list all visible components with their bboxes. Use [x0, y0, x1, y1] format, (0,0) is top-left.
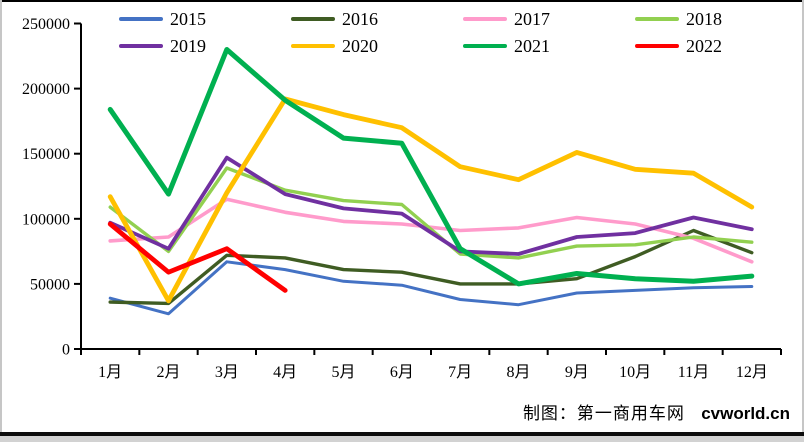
x-axis-month-label: 5月: [331, 364, 355, 381]
x-axis-month-label: 12月: [736, 364, 768, 381]
series-line-2021: [107, 47, 755, 287]
legend-label: 2020: [342, 35, 378, 56]
legend-item-2017: 2017: [463, 10, 635, 28]
top-border: [0, 0, 804, 2]
legend-swatch-icon: [635, 16, 679, 21]
y-axis-tick-label: 150000: [22, 146, 70, 163]
legend-label: 2021: [514, 35, 550, 56]
right-border: [802, 0, 804, 442]
legend-swatch-icon: [119, 43, 163, 48]
y-axis-tick-label: 250000: [22, 16, 70, 33]
x-axis-month-label: 9月: [565, 364, 589, 381]
y-axis-tick-label: 50000: [30, 276, 70, 293]
chart-legend: 2015 2016 2017 2018 2019 2020 2021 2022: [119, 5, 804, 59]
bottom-border: [0, 432, 804, 436]
series-line-2016: [108, 228, 754, 306]
y-axis-tick-label: 200000: [22, 81, 70, 98]
legend-item-2015: 2015: [119, 10, 291, 28]
legend-swatch-icon: [291, 43, 335, 48]
x-axis-month-label: 8月: [506, 364, 530, 381]
series-line-2019: [108, 155, 754, 256]
legend-label: 2018: [686, 8, 722, 29]
series-line-2022: [107, 221, 288, 293]
x-axis-month-label: 4月: [273, 364, 297, 381]
legend-swatch-icon: [463, 16, 507, 21]
x-axis-month-label: 11月: [678, 364, 709, 381]
legend-item-2018: 2018: [635, 10, 804, 28]
x-axis-month-label: 7月: [448, 364, 472, 381]
legend-swatch-icon: [635, 43, 679, 48]
legend-label: 2022: [686, 35, 722, 56]
legend-label: 2015: [170, 8, 206, 29]
legend-swatch-icon: [463, 43, 507, 48]
legend-item-2022: 2022: [635, 37, 804, 55]
legend-item-2021: 2021: [463, 37, 635, 55]
x-axis-month-label: 10月: [619, 364, 651, 381]
caption-site-text: cvworld.cn: [701, 404, 790, 423]
series-line-2015: [108, 260, 754, 316]
legend-swatch-icon: [291, 16, 335, 21]
legend-label: 2017: [514, 8, 550, 29]
legend-swatch-icon: [119, 16, 163, 21]
left-border: [0, 0, 2, 442]
y-axis-tick-label: 100000: [22, 211, 70, 228]
legend-item-2019: 2019: [119, 37, 291, 55]
x-axis-month-label: 6月: [390, 364, 414, 381]
series-line-2018: [108, 166, 754, 260]
x-axis-month-label: 1月: [98, 364, 122, 381]
y-axis-tick-label: 0: [62, 342, 70, 359]
legend-label: 2016: [342, 8, 378, 29]
bottom-border-gray: [0, 436, 804, 442]
x-axis-month-label: 2月: [156, 364, 180, 381]
series-line-2020: [107, 96, 755, 304]
caption-credit-text: 制图：第一商用车网: [522, 404, 685, 423]
chart-caption: 制图：第一商用车网 cvworld.cn: [523, 399, 790, 424]
legend-label: 2019: [170, 35, 206, 56]
legend-item-2020: 2020: [291, 37, 463, 55]
x-axis-month-label: 3月: [215, 364, 239, 381]
legend-item-2016: 2016: [291, 10, 463, 28]
